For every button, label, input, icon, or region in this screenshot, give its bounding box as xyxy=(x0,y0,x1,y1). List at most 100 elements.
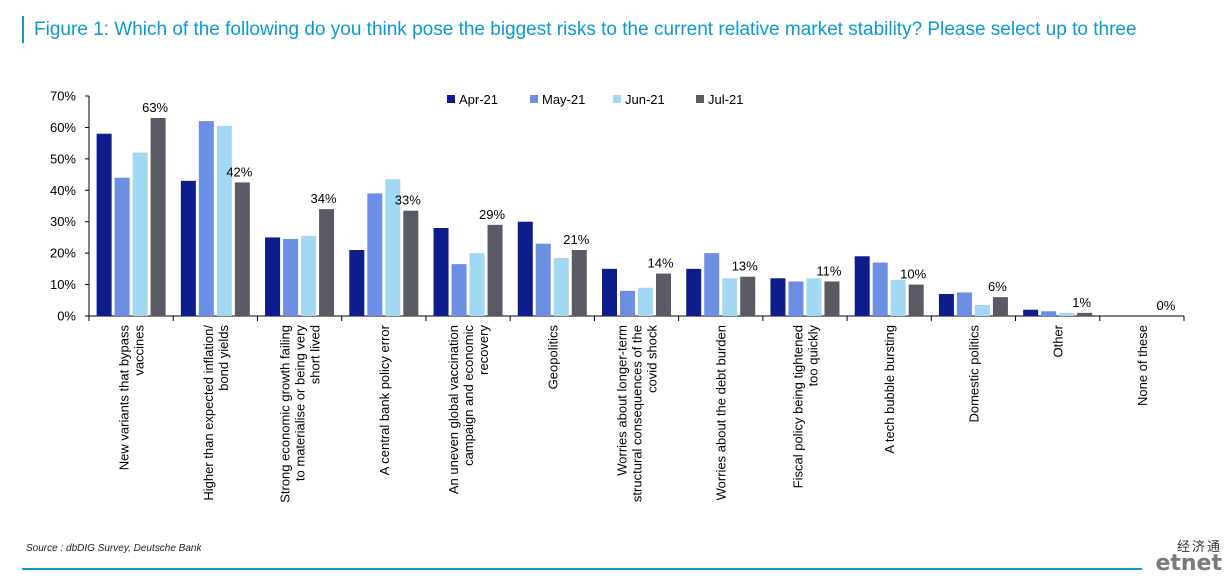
bar-may-21 xyxy=(620,290,635,316)
bar-apr-21 xyxy=(770,278,786,316)
bar-jun-21 xyxy=(722,278,738,316)
bar-jul-21 xyxy=(740,276,756,316)
bar-jun-21 xyxy=(806,278,822,316)
y-tick-label: 60% xyxy=(50,120,76,135)
x-category-label: too quickly xyxy=(805,325,820,387)
data-label: 13% xyxy=(732,259,758,274)
legend-swatch xyxy=(696,95,704,103)
x-category-label: to materialise or being very xyxy=(293,325,308,482)
bar-jul-21 xyxy=(908,284,924,316)
bar-jun-21 xyxy=(974,305,990,316)
data-label: 29% xyxy=(479,207,505,222)
x-category-label: Geopolitics xyxy=(545,325,560,390)
bar-jun-21 xyxy=(301,235,317,316)
data-label: 42% xyxy=(226,164,252,179)
etnet-logo: 经济通 etnet xyxy=(1155,536,1222,575)
bar-jul-21 xyxy=(571,250,587,316)
x-category-label: Fiscal policy being tightened xyxy=(790,325,805,488)
bar-may-21 xyxy=(367,193,383,316)
bar-apr-21 xyxy=(1023,309,1039,316)
bar-chart: 0% 10% 20% 30% 40% 50% 60% 70% 63% New variants t… xyxy=(50,89,1185,503)
bar-jul-21 xyxy=(150,118,166,316)
bar-apr-21 xyxy=(265,237,281,316)
bottom-rule xyxy=(22,568,1142,570)
bar-jul-21 xyxy=(1077,312,1093,316)
data-label: 1% xyxy=(1072,295,1091,310)
x-category-label: short lived xyxy=(308,325,323,384)
bar-may-21 xyxy=(788,281,804,316)
data-label: 10% xyxy=(900,267,926,282)
legend-label: Jun-21 xyxy=(625,92,665,107)
bar-jun-21 xyxy=(638,287,653,316)
bar-apr-21 xyxy=(349,250,365,316)
legend-swatch xyxy=(613,95,621,103)
bar-jun-21 xyxy=(132,152,148,316)
y-tick-label: 30% xyxy=(50,214,76,229)
bar-jun-21 xyxy=(553,257,569,316)
data-label: 0% xyxy=(1156,298,1175,313)
data-label: 63% xyxy=(142,100,168,115)
y-tick-label: 10% xyxy=(50,277,76,292)
bar-jun-21 xyxy=(469,253,485,316)
bar-may-21 xyxy=(872,262,888,316)
source-note: Source : dbDIG Survey, Deutsche Bank xyxy=(26,543,202,554)
x-category-label: A tech bubble bursting xyxy=(882,325,897,454)
x-category-label: None of these xyxy=(1135,325,1150,406)
bar-jun-21 xyxy=(385,179,401,316)
bar-apr-21 xyxy=(686,268,702,316)
x-category-label: bond yields xyxy=(216,325,231,391)
bar-may-21 xyxy=(198,121,214,317)
bar-apr-21 xyxy=(938,294,954,316)
bar-may-21 xyxy=(1041,311,1057,316)
bar-jul-21 xyxy=(487,224,503,316)
legend-swatch xyxy=(530,95,538,103)
bar-apr-21 xyxy=(180,180,196,316)
x-category-label: campaign and economic xyxy=(461,325,476,466)
y-tick-label: 20% xyxy=(50,246,76,261)
legend-swatch xyxy=(447,95,455,103)
bar-jul-21 xyxy=(234,182,250,316)
bar-apr-21 xyxy=(433,228,449,316)
x-category-label: Higher than expected inflation/ xyxy=(201,325,216,501)
bar-may-21 xyxy=(704,253,720,316)
x-category-label: Worries about the debt burden xyxy=(714,325,729,500)
bar-may-21 xyxy=(283,239,299,316)
y-tick-label: 50% xyxy=(50,151,76,166)
legend-label: May-21 xyxy=(542,92,585,107)
data-label: 14% xyxy=(647,256,673,271)
bar-apr-21 xyxy=(602,268,617,316)
bar-may-21 xyxy=(535,243,551,316)
logo-en-text: etnet xyxy=(1155,551,1222,576)
bar-jul-21 xyxy=(656,273,671,316)
y-tick-label: 70% xyxy=(50,89,76,104)
bar-may-21 xyxy=(451,264,467,316)
bar-jun-21 xyxy=(216,125,232,316)
title-block: Figure 1: Which of the following do you … xyxy=(22,16,1224,43)
bar-jul-21 xyxy=(824,281,840,316)
x-category-label: Worries about longer-term xyxy=(615,325,630,476)
bar-may-21 xyxy=(956,292,972,316)
x-category-label: covid shock xyxy=(645,325,660,393)
data-label: 21% xyxy=(563,232,589,247)
data-label: 6% xyxy=(988,279,1007,294)
bar-apr-21 xyxy=(517,221,533,316)
x-category-label: vaccines xyxy=(132,325,147,376)
bar-jul-21 xyxy=(319,209,335,316)
x-category-label: An uneven global vaccination xyxy=(446,325,461,494)
y-tick-label: 0% xyxy=(57,309,76,324)
x-category-label: Other xyxy=(1051,324,1066,357)
bar-jul-21 xyxy=(403,210,419,316)
legend-label: Jul-21 xyxy=(708,92,743,107)
x-category-label: A central bank policy error xyxy=(377,324,392,475)
x-category-label: recovery xyxy=(476,325,491,375)
x-category-label: Strong economic growth failing xyxy=(278,325,293,503)
bar-jun-21 xyxy=(890,279,906,316)
x-category-label: structural consequences of the xyxy=(630,325,645,502)
bar-jul-21 xyxy=(992,297,1008,316)
legend-label: Apr-21 xyxy=(459,92,498,107)
bar-apr-21 xyxy=(96,133,112,316)
data-label: 11% xyxy=(816,263,841,278)
bar-jun-21 xyxy=(1059,312,1075,316)
chart-title: Figure 1: Which of the following do you … xyxy=(34,19,1137,40)
x-category-label: Domestic politics xyxy=(966,325,981,423)
